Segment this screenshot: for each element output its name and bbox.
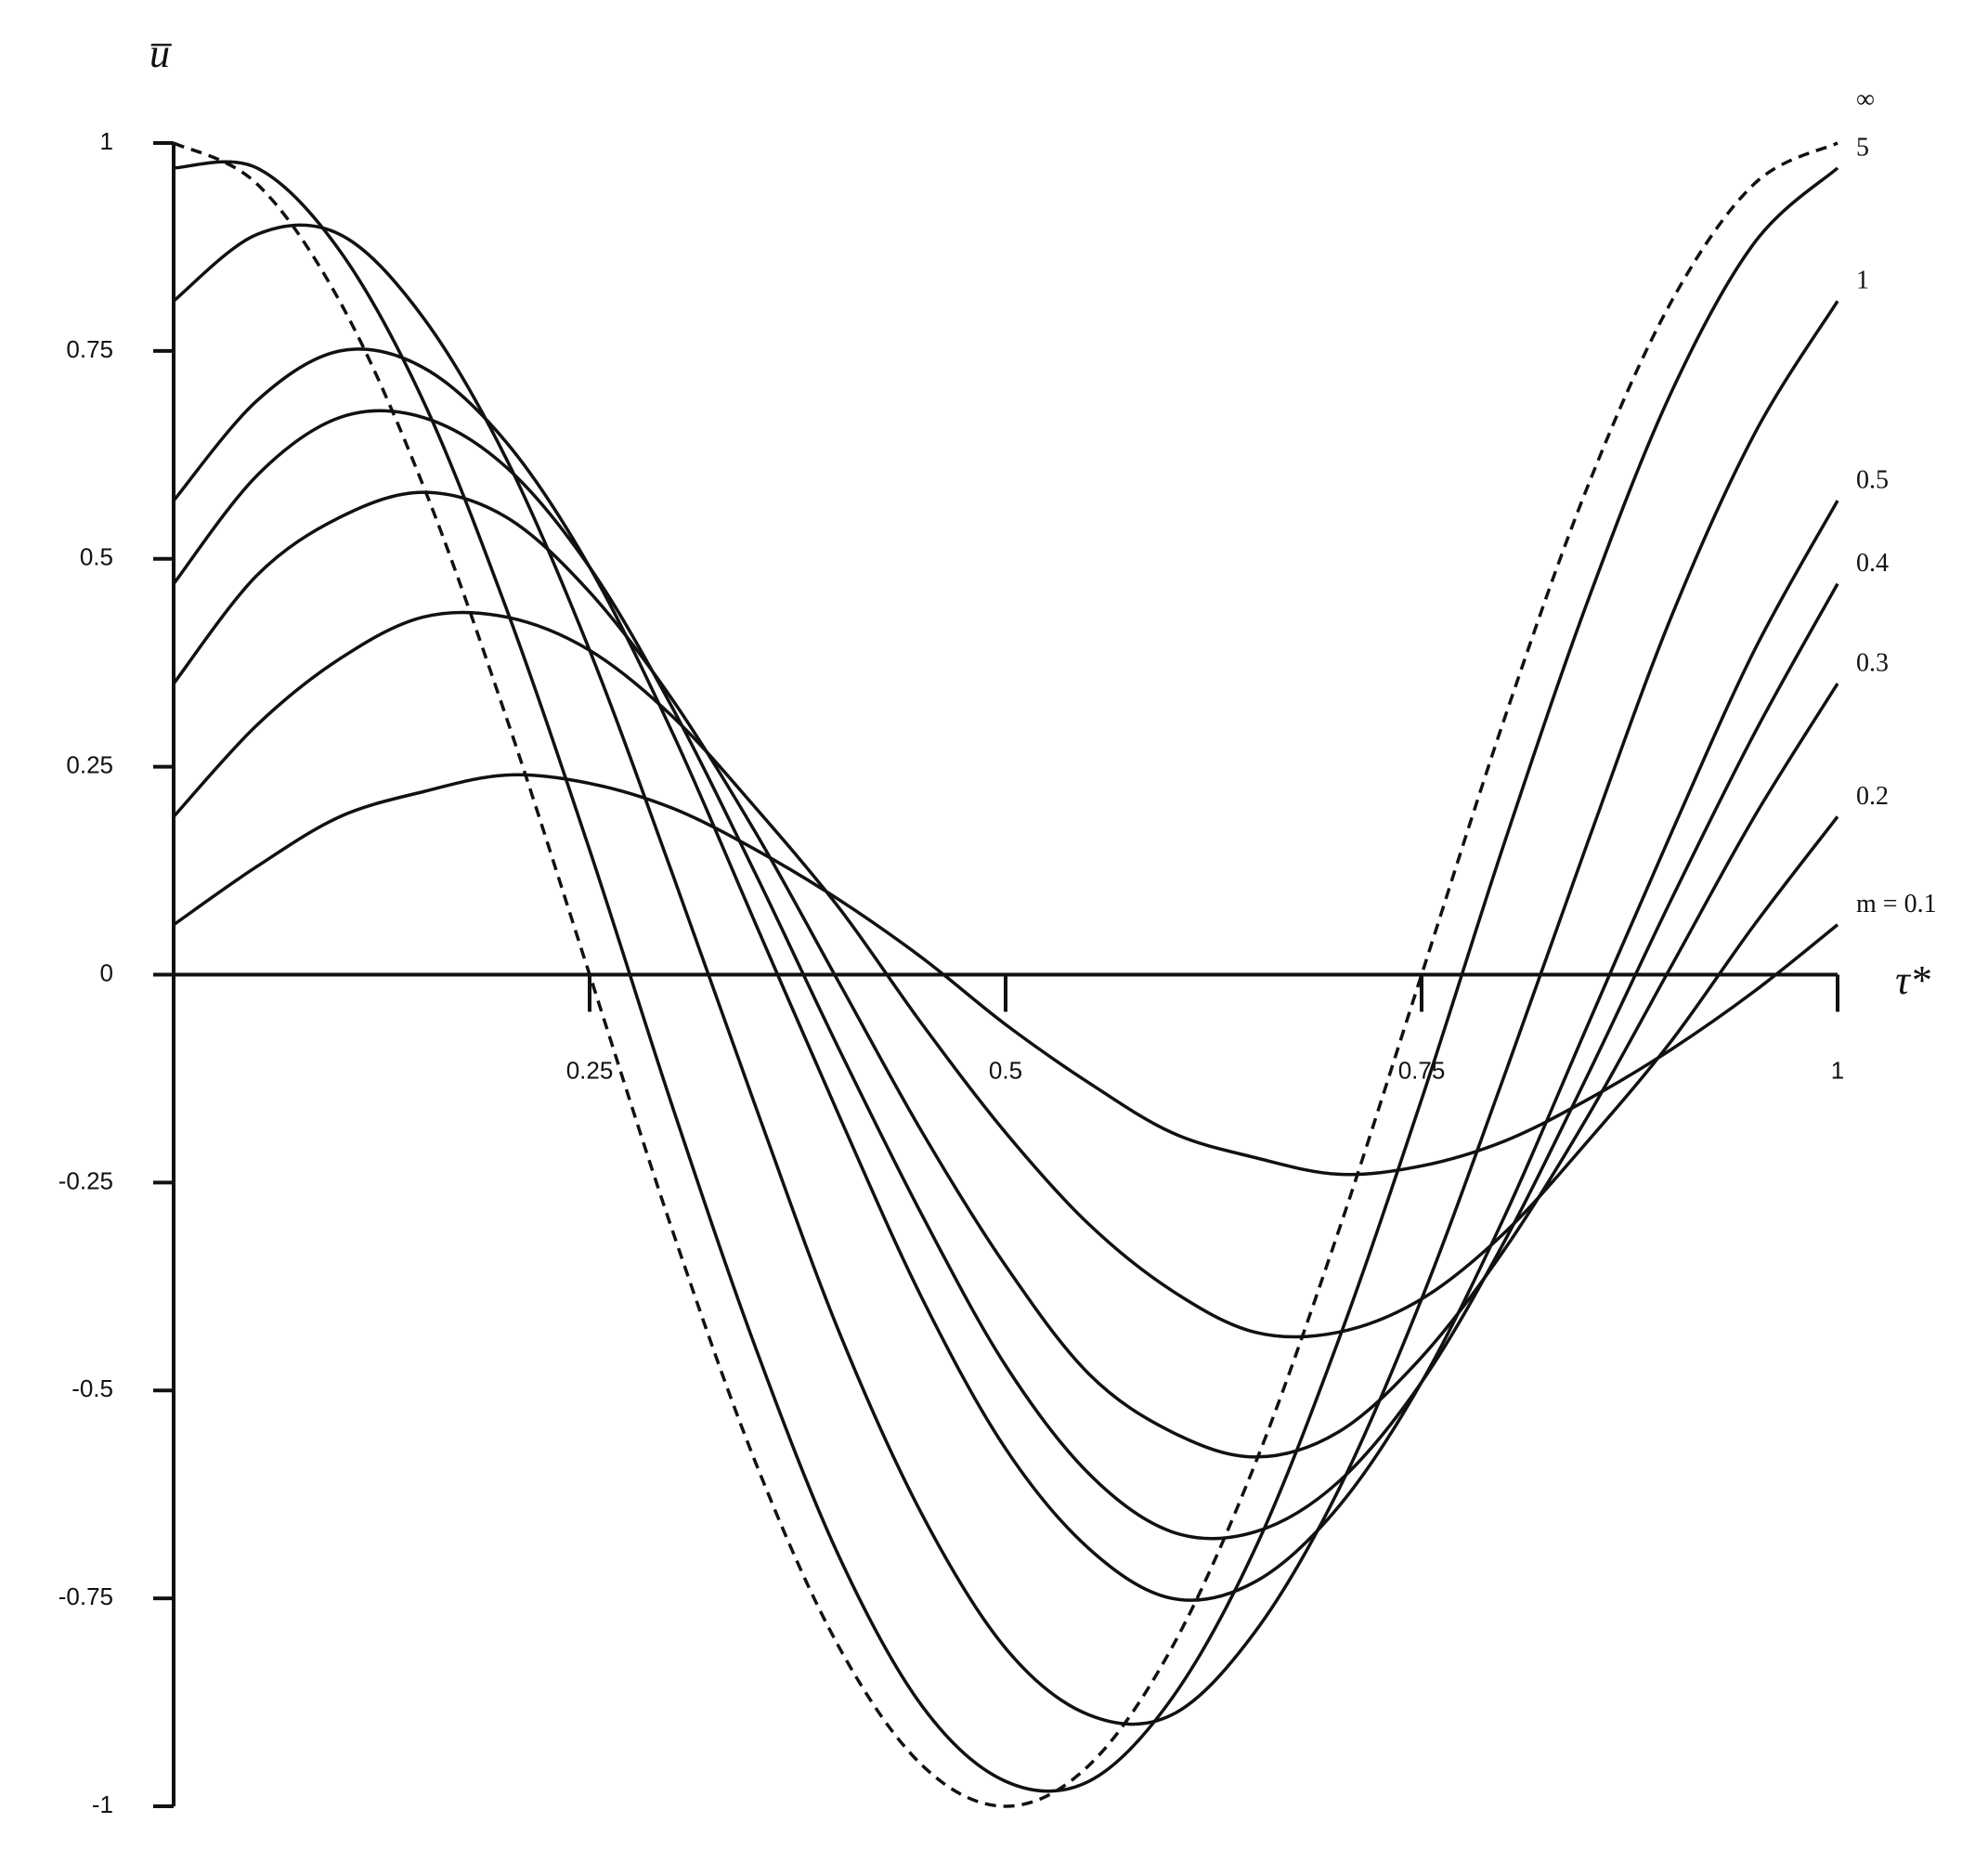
series-label: 0.2 [1856,782,1889,811]
series-label: m = 0.1 [1856,890,1937,918]
curve [172,347,1839,1602]
y-tick-label: 0.75 [66,335,113,363]
x-tick-label: 1 [1831,1056,1844,1084]
curve [172,223,1839,1726]
curve [172,409,1839,1541]
curve [172,773,1839,1177]
series-label: 5 [1856,133,1869,162]
series-label: ∞ [1856,85,1875,113]
y-tick-label: -0.5 [71,1374,113,1402]
y-tick-label: 0.5 [80,543,113,571]
series-label: 1 [1856,267,1869,295]
curve [173,141,1839,1808]
x-axis-label: τ* [1895,957,1930,1003]
curve [172,610,1839,1339]
curve [172,490,1839,1459]
y-tick-label: -0.75 [58,1582,113,1610]
y-tick-label: 0.25 [66,751,113,779]
series-label: 0.4 [1856,549,1889,578]
y-tick-label: -1 [92,1790,113,1818]
y-tick-label: 0 [100,958,113,986]
x-tick-label: 0.5 [989,1056,1022,1084]
y-tick-label: 1 [100,127,113,155]
x-tick-label: 0.25 [566,1056,614,1084]
y-axis-label: u̅ [149,31,172,76]
series-label: 0.3 [1856,648,1889,677]
y-tick-label: -0.25 [58,1166,113,1194]
x-tick-label: 0.75 [1398,1056,1446,1084]
curve [173,160,1839,1793]
series-label: 0.5 [1856,465,1889,494]
